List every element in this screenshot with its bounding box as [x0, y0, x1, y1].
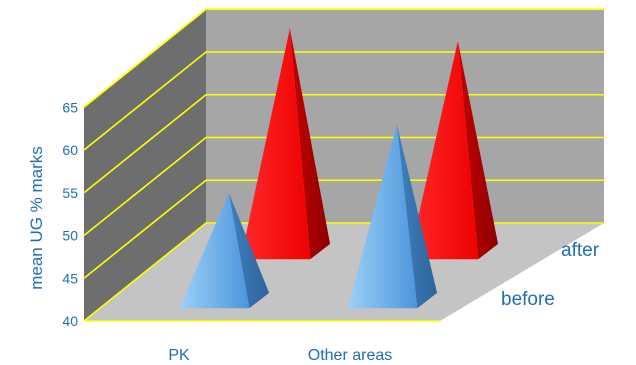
y-tick-label-45: 45	[62, 270, 78, 286]
pyramid-side-face	[396, 124, 438, 309]
y-tick-label-60: 60	[62, 142, 78, 158]
pyramid-before-other-areas	[347, 124, 438, 309]
series-label-before: before	[501, 289, 555, 310]
category-label-pk: PK	[168, 347, 190, 364]
pyramid-after-pk	[240, 28, 331, 260]
y-axis-label: mean UG % marks	[27, 146, 46, 290]
y-tick-label-65: 65	[62, 99, 78, 115]
pyramid-front-face	[408, 41, 479, 260]
pyramid-side-face	[457, 41, 499, 260]
pyramid-before-pk	[179, 192, 270, 309]
pyramid-side-face	[289, 28, 331, 260]
y-axis-ticks: 40 45 50 55 60 65	[62, 99, 78, 329]
pyramid-side-face	[228, 192, 270, 309]
gridline-60	[83, 51, 604, 151]
category-label-other-areas: Other areas	[308, 347, 392, 364]
series-label-after: after	[561, 240, 600, 261]
side-wall	[84, 9, 206, 321]
y-tick-label-40: 40	[62, 313, 78, 329]
pyramid-front-face	[240, 28, 311, 260]
y-tick-label-50: 50	[62, 228, 78, 244]
gridline-55	[83, 93, 604, 194]
pyramid-after-other-areas	[408, 41, 499, 260]
y-tick-label-55: 55	[62, 185, 78, 201]
pyramid-front-face	[347, 124, 418, 309]
gridlines	[83, 8, 604, 322]
data-marks	[179, 28, 499, 309]
gridline-top	[83, 8, 604, 108]
pyramid-front-face	[179, 192, 250, 309]
